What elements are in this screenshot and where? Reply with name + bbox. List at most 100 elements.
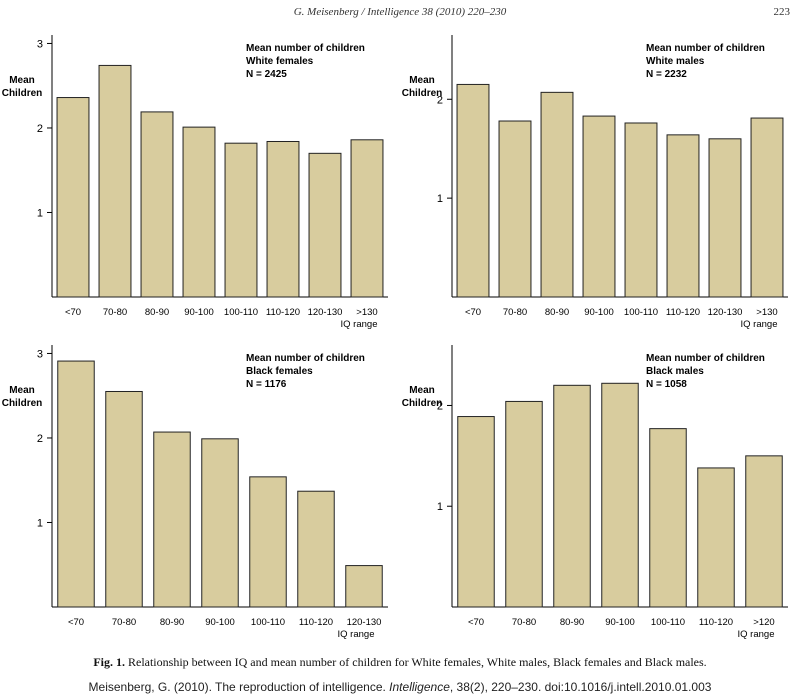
chart-annotation-line: Mean number of children	[646, 43, 765, 54]
x-tick-label: <70	[65, 307, 81, 318]
bar	[57, 360, 95, 608]
bar	[697, 467, 735, 608]
x-tick-label: 90-100	[584, 307, 614, 318]
x-tick-label: 120-130	[347, 617, 382, 628]
y-tick-label: 2	[437, 94, 443, 106]
y-axis-label: Mean	[9, 385, 35, 396]
y-tick-label: 2	[37, 123, 43, 135]
y-tick-label: 2	[437, 400, 443, 412]
chart-annotation-line: N = 1058	[646, 379, 687, 390]
bar	[750, 117, 784, 298]
y-axis-label: Mean	[409, 385, 435, 396]
chart-annotation-line: N = 2425	[246, 69, 287, 80]
bar	[745, 455, 783, 608]
chart-black-females-svg: 1 2 3 Mean Children <70 70-80 80-90 90-100 100-11…	[2, 345, 388, 640]
chart-black-males: 1 2 Mean Children <70 70-80 80-90 90-100 100-110…	[400, 335, 800, 655]
y-axis-label: Children	[2, 88, 43, 99]
y-tick-label: 3	[37, 348, 43, 360]
bar	[308, 152, 342, 298]
figure-caption: Fig. 1. Relationship between IQ and mean…	[0, 655, 800, 670]
x-tick-label: >120	[753, 617, 774, 628]
x-tick-label: 90-100	[184, 307, 214, 318]
chart-black-females: 1 2 3 Mean Children <70 70-80 80-90 90-100 100-11…	[0, 335, 400, 655]
x-axis-label: IQ range	[738, 629, 775, 640]
bar	[297, 490, 335, 608]
bar	[666, 134, 700, 298]
citation-journal: Intelligence	[389, 680, 450, 694]
x-tick-label: <70	[468, 617, 484, 628]
running-head: G. Meisenberg / Intelligence 38 (2010) 2…	[293, 6, 507, 18]
x-tick-label: <70	[465, 307, 481, 318]
bar	[105, 390, 143, 608]
x-tick-label: 70-80	[112, 617, 136, 628]
chart-annotation-line: Black males	[646, 366, 704, 377]
y-axis-label: Children	[2, 398, 43, 409]
page-number: 223	[773, 6, 791, 18]
x-tick-label: 100-110	[251, 617, 285, 628]
citation-details: , 38(2), 220–230. doi:10.1016/j.intell.2…	[449, 680, 712, 694]
x-tick-label: 120-130	[708, 307, 743, 318]
y-tick-label: 1	[437, 501, 443, 513]
figure-label: Fig. 1.	[93, 655, 125, 669]
x-tick-label: >130	[756, 307, 777, 318]
bar	[249, 476, 287, 608]
x-tick-label: 90-100	[605, 617, 635, 628]
x-tick-label: 80-90	[545, 307, 569, 318]
x-tick-label: 100-110	[624, 307, 658, 318]
bar	[601, 382, 639, 608]
bar	[457, 416, 495, 608]
bar	[140, 111, 174, 298]
y-axis-label: Mean	[9, 75, 35, 86]
bar	[498, 120, 532, 298]
x-tick-label: 110-120	[699, 617, 733, 628]
bar	[540, 91, 574, 298]
chart-annotation-line: Mean number of children	[646, 353, 765, 364]
x-tick-label: 80-90	[160, 617, 184, 628]
x-tick-label: 110-120	[266, 307, 300, 318]
bar	[582, 115, 616, 298]
bar	[266, 140, 300, 298]
chart-annotation-line: N = 2232	[646, 69, 687, 80]
x-tick-label: 110-120	[666, 307, 700, 318]
bar	[224, 142, 258, 298]
y-axis-label: Mean	[409, 75, 435, 86]
chart-white-females-svg: 1 2 3 Mean Children <70 70-80 80-90 90-100 100-11…	[2, 35, 388, 330]
bar	[345, 565, 383, 608]
x-tick-label: 80-90	[145, 307, 169, 318]
x-tick-label: 90-100	[205, 617, 235, 628]
chart-annotation-line: Mean number of children	[246, 43, 365, 54]
x-axis-label: IQ range	[341, 319, 378, 330]
citation: Meisenberg, G. (2010). The reproduction …	[0, 680, 800, 694]
chart-white-females: 1 2 3 Mean Children <70 70-80 80-90 90-100 100-11…	[0, 25, 400, 345]
x-tick-label: 70-80	[503, 307, 527, 318]
y-tick-label: 1	[37, 207, 43, 219]
bar	[553, 384, 591, 608]
x-tick-label: 110-120	[299, 617, 333, 628]
bar	[350, 139, 384, 298]
bar	[624, 122, 658, 298]
chart-annotation-line: Black females	[246, 366, 313, 377]
bar	[649, 428, 687, 608]
bar	[56, 97, 90, 298]
bar	[182, 126, 216, 298]
x-tick-label: 80-90	[560, 617, 584, 628]
bar	[505, 400, 543, 608]
x-tick-label: 100-110	[651, 617, 685, 628]
x-axis-label: IQ range	[741, 319, 778, 330]
bar	[456, 83, 490, 298]
chart-annotation-line: White females	[246, 56, 314, 67]
bar	[708, 138, 742, 298]
x-axis-label: IQ range	[338, 629, 375, 640]
y-tick-label: 1	[437, 193, 443, 205]
y-axis-label: Children	[402, 88, 443, 99]
bar	[201, 438, 239, 608]
x-tick-label: >130	[356, 307, 377, 318]
x-tick-label: <70	[68, 617, 84, 628]
y-tick-label: 2	[37, 433, 43, 445]
chart-annotation-line: White males	[646, 56, 705, 67]
x-tick-label: 70-80	[103, 307, 127, 318]
figure-caption-text: Relationship between IQ and mean number …	[124, 655, 707, 669]
bar	[153, 431, 191, 608]
chart-annotation-line: Mean number of children	[246, 353, 365, 364]
